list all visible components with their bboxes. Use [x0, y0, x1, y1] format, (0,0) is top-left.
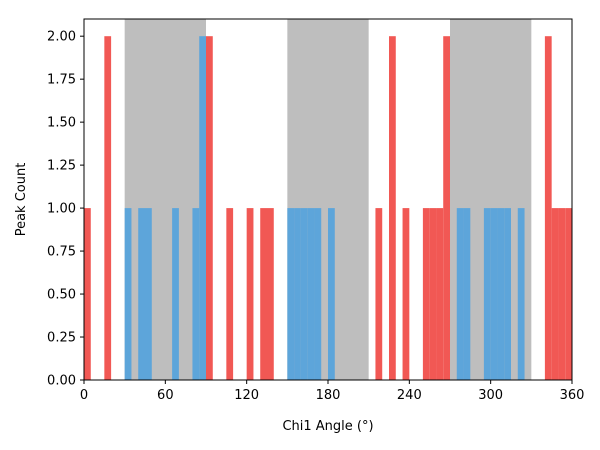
shaded-regions: [124, 19, 532, 380]
x-tick-label: 120: [234, 388, 259, 403]
bar-295: [483, 208, 491, 380]
bar-255: [429, 208, 437, 380]
x-tick-label: 360: [560, 388, 585, 403]
bar-170: [314, 208, 322, 380]
bar-305: [497, 208, 505, 380]
y-tick-label: 0.50: [47, 288, 76, 303]
bar-150: [287, 208, 295, 380]
y-tick-label: 0.25: [47, 331, 76, 346]
bar-135: [267, 208, 274, 380]
x-tick-label: 180: [316, 388, 341, 403]
y-tick-label: 0.00: [47, 374, 76, 389]
bar-235: [402, 208, 410, 380]
x-tick-label: 300: [478, 388, 503, 403]
x-axis-title: Chi1 Angle (°): [282, 419, 373, 434]
bar-320: [517, 208, 525, 380]
bar-340: [544, 36, 552, 380]
bar-160: [300, 208, 308, 380]
bar-155: [294, 208, 301, 380]
bar-215: [375, 208, 383, 380]
bar-30: [124, 208, 132, 380]
bar-355: [565, 208, 572, 380]
bar-225: [389, 36, 396, 380]
bar-120: [246, 208, 254, 380]
y-tick-label: 0.75: [47, 245, 76, 260]
bar-280: [463, 208, 471, 380]
y-tick-label: 1.75: [47, 73, 76, 88]
y-tick-label: 1.50: [47, 116, 76, 131]
histogram-bars: [84, 36, 572, 380]
bar-275: [456, 208, 464, 380]
bar-0: [84, 208, 91, 380]
bar-80: [192, 208, 200, 380]
y-axis-ticks: 0.00 0.25 0.50 0.75 1.00 1.25 1.50 1.75 2.00: [47, 30, 84, 389]
bar-105: [226, 208, 234, 380]
x-axis-ticks: 0 60 120 180 240 300 360: [80, 380, 585, 403]
bar-310: [504, 208, 511, 380]
y-tick-label: 1.25: [47, 159, 76, 174]
x-tick-label: 60: [157, 388, 174, 403]
y-tick-label: 1.00: [47, 202, 76, 217]
x-tick-label: 240: [397, 388, 422, 403]
bar-300: [490, 208, 498, 380]
bar-45: [145, 208, 152, 380]
bar-345: [551, 208, 559, 380]
bar-250: [422, 208, 430, 380]
bar-265: [443, 36, 450, 380]
bar-65: [172, 208, 179, 380]
bar-85: [199, 36, 206, 380]
bar-350: [558, 208, 566, 380]
bar-15: [104, 36, 112, 380]
y-tick-label: 2.00: [47, 30, 76, 45]
bar-180: [328, 208, 335, 380]
bar-40: [138, 208, 145, 380]
bar-90: [206, 36, 213, 380]
bar-130: [260, 208, 267, 380]
bar-260: [436, 208, 444, 380]
x-tick-label: 0: [80, 388, 88, 403]
y-axis-title: Peak Count: [14, 163, 29, 237]
bar-165: [307, 208, 315, 380]
